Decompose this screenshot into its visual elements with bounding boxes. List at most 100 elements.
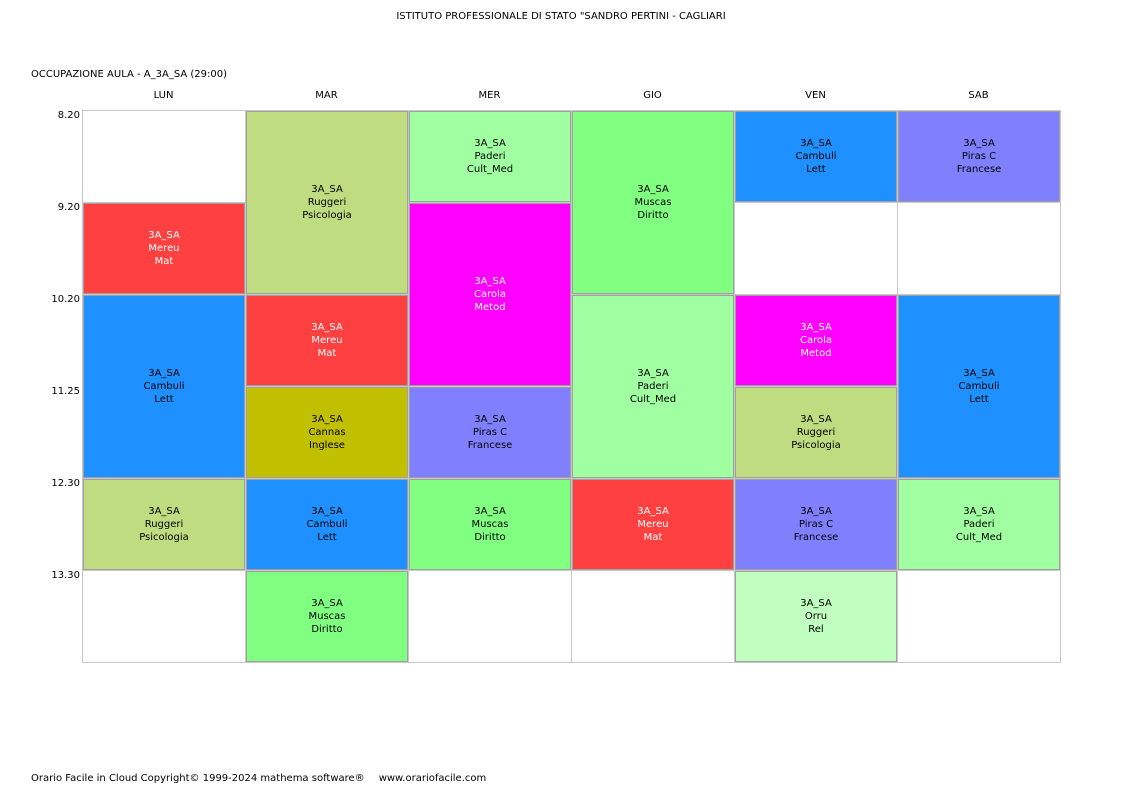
lesson-block[interactable]: 3A_SA Paderi Cult_Med	[572, 295, 734, 478]
lesson-block[interactable]: 3A_SA Piras C Francese	[409, 387, 571, 478]
day-header-gio: GIO	[643, 90, 662, 101]
lesson-teacher: Mereu	[637, 519, 669, 530]
lesson-subject: Diritto	[474, 532, 506, 543]
lesson-class: 3A_SA	[963, 138, 995, 149]
footer: Orario Facile in Cloud Copyright© 1999-2…	[31, 773, 486, 784]
lesson-teacher: Cambuli	[795, 151, 837, 162]
lesson-teacher: Mereu	[148, 243, 180, 254]
lesson-subject: Francese	[956, 164, 1002, 175]
lesson-block[interactable]: 3A_SA Cambuli Lett	[246, 479, 408, 570]
lesson-block[interactable]: 3A_SA Mereu Mat	[572, 479, 734, 570]
lesson-class: 3A_SA	[800, 506, 832, 517]
grid-column-line	[897, 110, 898, 662]
lesson-class: 3A_SA	[311, 414, 343, 425]
lesson-subject: Rel	[808, 624, 824, 635]
lesson-block[interactable]: 3A_SA Orru Rel	[735, 571, 897, 662]
lesson-subject: Cult_Med	[955, 532, 1003, 543]
day-header-ven: VEN	[805, 90, 826, 101]
grid-column-line	[245, 110, 246, 662]
lesson-class: 3A_SA	[474, 414, 506, 425]
day-header-sab: SAB	[968, 90, 989, 101]
lesson-block[interactable]: 3A_SA Cambuli Lett	[898, 295, 1060, 478]
lesson-block[interactable]: 3A_SA Mereu Mat	[83, 203, 245, 294]
time-label: 11.25	[51, 386, 80, 397]
lesson-teacher: Mereu	[311, 335, 343, 346]
day-header-mar: MAR	[315, 90, 338, 101]
lesson-teacher: Cambuli	[306, 519, 348, 530]
lesson-block[interactable]: 3A_SA Ruggeri Psicologia	[246, 111, 408, 294]
lesson-class: 3A_SA	[800, 598, 832, 609]
lesson-block[interactable]: 3A_SA Piras C Francese	[735, 479, 897, 570]
lesson-class: 3A_SA	[800, 322, 832, 333]
lesson-teacher: Muscas	[308, 611, 346, 622]
lesson-subject: Lett	[154, 394, 174, 405]
lesson-subject: Metod	[800, 348, 832, 359]
lesson-teacher: Cannas	[308, 427, 346, 438]
grid-column-line	[571, 110, 572, 662]
time-label: 13.30	[51, 570, 80, 581]
lesson-class: 3A_SA	[637, 184, 669, 195]
footer-copyright: Orario Facile in Cloud Copyright© 1999-2…	[31, 773, 365, 784]
lesson-teacher: Piras C	[961, 151, 997, 162]
lesson-subject: Psicologia	[139, 532, 189, 543]
lesson-subject: Mat	[317, 348, 337, 359]
lesson-block[interactable]: 3A_SA Paderi Cult_Med	[409, 111, 571, 202]
lesson-teacher: Carola	[799, 335, 833, 346]
time-label: 12.30	[51, 478, 80, 489]
lesson-block[interactable]: 3A_SA Ruggeri Psicologia	[735, 387, 897, 478]
lesson-class: 3A_SA	[148, 368, 180, 379]
lesson-class: 3A_SA	[311, 598, 343, 609]
lesson-subject: Diritto	[311, 624, 343, 635]
lesson-teacher: Muscas	[634, 197, 672, 208]
lesson-teacher: Cambuli	[143, 381, 185, 392]
time-label: 8.20	[57, 110, 80, 121]
lesson-block[interactable]: 3A_SA Mereu Mat	[246, 295, 408, 386]
lesson-block[interactable]: 3A_SA Muscas Diritto	[572, 111, 734, 294]
lesson-class: 3A_SA	[637, 506, 669, 517]
lesson-subject: Francese	[467, 440, 513, 451]
lesson-teacher: Paderi	[637, 381, 669, 392]
lesson-class: 3A_SA	[963, 368, 995, 379]
lesson-teacher: Ruggeri	[307, 197, 347, 208]
lesson-class: 3A_SA	[637, 368, 669, 379]
day-header-lun: LUN	[153, 90, 174, 101]
lesson-class: 3A_SA	[311, 322, 343, 333]
lesson-teacher: Muscas	[471, 519, 509, 530]
lesson-subject: Francese	[793, 532, 839, 543]
lesson-class: 3A_SA	[148, 230, 180, 241]
lesson-block[interactable]: 3A_SA Cannas Inglese	[246, 387, 408, 478]
time-label: 10.20	[51, 294, 80, 305]
lesson-teacher: Paderi	[963, 519, 995, 530]
grid-column-line	[734, 110, 735, 662]
day-header-mer: MER	[478, 90, 501, 101]
lesson-block[interactable]: 3A_SA Carola Metod	[735, 295, 897, 386]
lesson-teacher: Piras C	[798, 519, 834, 530]
lesson-subject: Mat	[643, 532, 663, 543]
lesson-block[interactable]: 3A_SA Carola Metod	[409, 203, 571, 386]
lesson-subject: Mat	[154, 256, 174, 267]
lesson-block[interactable]: 3A_SA Piras C Francese	[898, 111, 1060, 202]
lesson-block[interactable]: 3A_SA Muscas Diritto	[409, 479, 571, 570]
lesson-teacher: Carola	[473, 289, 507, 300]
lesson-block[interactable]: 3A_SA Cambuli Lett	[735, 111, 897, 202]
lesson-subject: Psicologia	[791, 440, 841, 451]
lesson-class: 3A_SA	[474, 506, 506, 517]
lesson-block[interactable]: 3A_SA Paderi Cult_Med	[898, 479, 1060, 570]
lesson-block[interactable]: 3A_SA Muscas Diritto	[246, 571, 408, 662]
lesson-class: 3A_SA	[474, 276, 506, 287]
lesson-subject: Lett	[317, 532, 337, 543]
footer-website[interactable]: www.orariofacile.com	[378, 773, 487, 784]
lesson-teacher: Ruggeri	[796, 427, 836, 438]
lesson-teacher: Ruggeri	[144, 519, 184, 530]
lesson-block[interactable]: 3A_SA Ruggeri Psicologia	[83, 479, 245, 570]
lesson-class: 3A_SA	[311, 506, 343, 517]
lesson-teacher: Piras C	[472, 427, 508, 438]
lesson-class: 3A_SA	[800, 138, 832, 149]
lesson-subject: Psicologia	[302, 210, 352, 221]
lesson-class: 3A_SA	[474, 138, 506, 149]
lesson-block[interactable]: 3A_SA Cambuli Lett	[83, 295, 245, 478]
lesson-class: 3A_SA	[148, 506, 180, 517]
lesson-subject: Cult_Med	[466, 164, 514, 175]
grid-column-line	[408, 110, 409, 662]
lesson-subject: Cult_Med	[629, 394, 677, 405]
